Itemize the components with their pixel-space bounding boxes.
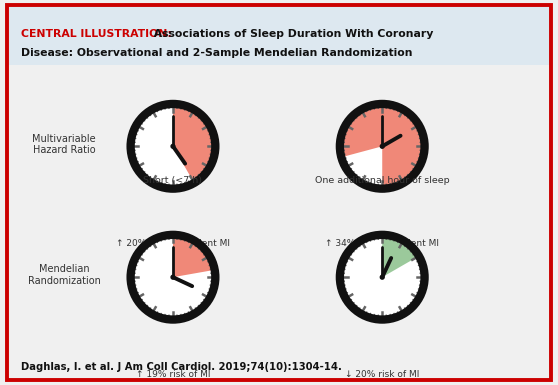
- Text: One additional hour of sleep: One additional hour of sleep: [315, 176, 450, 184]
- Wedge shape: [173, 104, 215, 183]
- Circle shape: [131, 235, 215, 320]
- Text: Short (<7 h): Short (<7 h): [143, 176, 203, 184]
- Wedge shape: [340, 104, 425, 189]
- Text: ↑ 34% risk of incident MI: ↑ 34% risk of incident MI: [325, 239, 439, 248]
- Text: CENTRAL ILLUSTRATION:: CENTRAL ILLUSTRATION:: [21, 29, 172, 39]
- Circle shape: [171, 275, 175, 279]
- Text: Mendelian
Randomization: Mendelian Randomization: [28, 264, 100, 286]
- Text: ↑ 19% risk of MI: ↑ 19% risk of MI: [136, 370, 210, 379]
- Wedge shape: [382, 235, 419, 277]
- Text: ↓ 20% risk of MI: ↓ 20% risk of MI: [345, 370, 420, 379]
- Wedge shape: [173, 235, 215, 277]
- Text: Associations of Sleep Duration With Coronary: Associations of Sleep Duration With Coro…: [150, 29, 433, 39]
- Text: Short (<6 h): Short (<6 h): [143, 45, 203, 54]
- Circle shape: [340, 235, 425, 320]
- Text: Disease: Observational and 2-Sample Mendelian Randomization: Disease: Observational and 2-Sample Mend…: [21, 48, 413, 58]
- Text: Multivariable
Hazard Ratio: Multivariable Hazard Ratio: [32, 134, 96, 155]
- Circle shape: [131, 104, 215, 189]
- FancyBboxPatch shape: [7, 5, 551, 65]
- Circle shape: [381, 275, 384, 279]
- Circle shape: [381, 144, 384, 148]
- Circle shape: [171, 144, 175, 148]
- Text: ↑ 20% risk of incident MI: ↑ 20% risk of incident MI: [116, 239, 230, 248]
- Text: Daghlas, I. et al. J Am Coll Cardiol. 2019;74(10):1304-14.: Daghlas, I. et al. J Am Coll Cardiol. 20…: [21, 362, 342, 372]
- Wedge shape: [341, 146, 382, 189]
- Text: Long (>9 h): Long (>9 h): [354, 45, 411, 54]
- Circle shape: [340, 104, 425, 189]
